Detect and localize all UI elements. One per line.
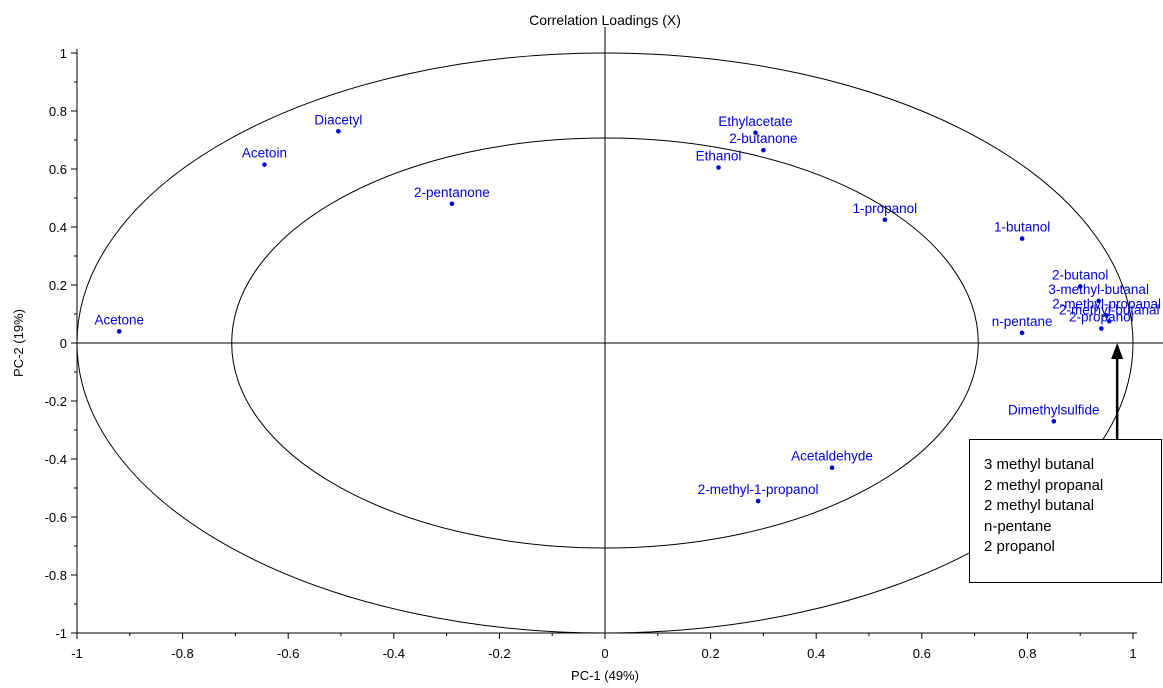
data-point (116, 329, 122, 334)
y-tick-label: 0.8 (49, 104, 67, 119)
x-tick-label: 1 (1129, 646, 1136, 661)
point-label: 2-methyl-1-propanol (698, 482, 819, 497)
point-label: Acetoin (242, 146, 287, 161)
x-tick-label: 0.8 (1018, 646, 1036, 661)
y-tick-label: -0.4 (45, 452, 67, 467)
data-point (761, 147, 766, 153)
data-point (262, 162, 267, 167)
data-point (753, 130, 758, 136)
point-label: 2-methyl-propanal (1052, 296, 1161, 311)
data-point (882, 217, 888, 223)
data-point (449, 201, 455, 207)
x-axis-title: PC-1 (49%) (571, 668, 639, 683)
inner-circle (231, 137, 979, 549)
data-point (1106, 318, 1112, 324)
y-tick-label: -1 (55, 626, 67, 641)
point-label: Acetaldehyde (791, 449, 873, 464)
y-tick-label: 0.6 (49, 162, 67, 177)
data-point (829, 465, 835, 471)
chart-title: Correlation Loadings (X) (529, 12, 681, 28)
point-label: 2-propanol (1069, 310, 1134, 325)
data-point (716, 165, 721, 170)
data-point (1051, 419, 1057, 424)
x-tick-label: 0 (601, 646, 608, 661)
data-point (1104, 313, 1109, 318)
x-tick-label: -0.8 (171, 646, 193, 661)
point-label: 2-methyl-butanal (1059, 302, 1160, 317)
annotation-box: 3 methyl butanal 2 methyl propanal 2 methy… (969, 439, 1162, 583)
y-tick-label: -0.2 (45, 394, 67, 409)
x-tick-label: -0.4 (383, 646, 405, 661)
point-label: 1-butanol (994, 220, 1050, 235)
arrow-head (1111, 343, 1124, 359)
y-tick-label: -0.6 (45, 510, 67, 525)
y-tick-label: 1 (60, 46, 67, 61)
x-tick-label: -0.6 (277, 646, 299, 661)
y-tick-label: 0.2 (49, 278, 67, 293)
data-point (336, 129, 341, 134)
annotation-line: 2 methyl propanal (984, 476, 1104, 494)
point-label: 2-butanol (1052, 267, 1108, 282)
point-label: Acetone (94, 312, 144, 327)
axes: -1 -0.8 -0.6 -0.4 -0.2 0 0.2 0.4 0.6 0.8 1 1 0.8 0.6 0… (45, 27, 1163, 661)
annotation-arrow (1111, 343, 1124, 439)
point-label: Dimethylsulfide (1008, 402, 1100, 417)
data-point (755, 498, 761, 504)
y-tick-label: 0 (60, 336, 67, 351)
x-tick-label: 0.6 (913, 646, 931, 661)
x-tick-label: -1 (71, 646, 83, 661)
point-label: Ethanol (696, 149, 742, 164)
correlation-circles (76, 52, 1134, 634)
x-tick-label: 0.4 (807, 646, 825, 661)
data-point (1019, 330, 1025, 336)
x-tick-label: 0.2 (702, 646, 720, 661)
annotation-line: 2 methyl butanal (984, 497, 1095, 514)
x-tick-label: -0.2 (488, 646, 510, 661)
point-label: 1-propanol (853, 201, 918, 216)
y-tick-label: 0.4 (49, 220, 67, 235)
y-tick-label: -0.8 (45, 568, 67, 583)
annotation-line: 3 methyl butanal (984, 456, 1095, 473)
annotation-line: n-pentane (984, 517, 1052, 535)
point-label: 2-pentanone (414, 185, 490, 200)
point-label: n-pentane (992, 314, 1053, 329)
data-point (1019, 236, 1025, 241)
point-label: 3-methyl-butanal (1048, 282, 1149, 297)
point-label: Ethylacetate (718, 114, 792, 129)
data-point (1099, 326, 1104, 331)
data-point (1096, 298, 1101, 304)
point-label: Diacetyl (314, 112, 362, 127)
y-axis-title: PC-2 (19%) (11, 309, 26, 377)
data-points: Acetone Acetoin Diacetyl 2-pentanone Ethylac… (94, 112, 1161, 504)
data-point (1077, 284, 1083, 289)
outer-circle (76, 52, 1134, 634)
point-label: 2-butanone (729, 131, 797, 146)
annotation-line: 2 propanol (984, 538, 1055, 555)
